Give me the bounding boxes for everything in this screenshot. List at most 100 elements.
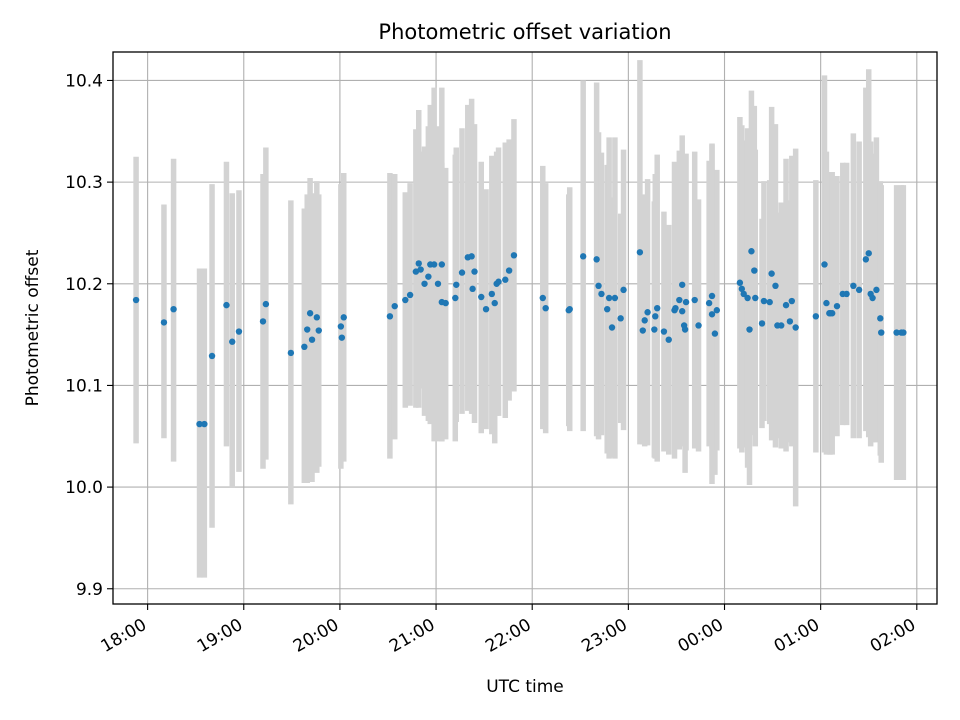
data-point <box>760 297 768 305</box>
plot-frame <box>112 51 938 605</box>
data-point <box>821 261 828 268</box>
data-point <box>786 318 794 325</box>
data-point <box>468 253 475 260</box>
data-point <box>877 315 884 322</box>
data-point <box>611 294 619 302</box>
data-point <box>711 330 719 337</box>
data-point <box>713 307 721 314</box>
data-point <box>301 343 308 351</box>
data-point <box>287 349 295 357</box>
data-point <box>386 313 394 320</box>
data-point <box>340 314 347 321</box>
data-point <box>893 329 900 336</box>
data-point <box>458 269 466 276</box>
data-point <box>617 315 624 322</box>
data-point <box>593 256 600 263</box>
data-point <box>605 294 613 302</box>
data-point <box>644 309 651 316</box>
data-point <box>259 318 267 325</box>
data-point <box>782 301 790 309</box>
data-point <box>412 268 420 275</box>
data-point <box>495 278 502 285</box>
data-point <box>469 285 476 293</box>
data-point <box>406 291 414 299</box>
data-point <box>482 305 490 313</box>
data-point <box>788 297 796 305</box>
data-point <box>471 268 478 275</box>
data-point <box>132 296 140 304</box>
data-point <box>862 256 870 263</box>
data-point <box>778 322 785 329</box>
data-point <box>438 261 446 268</box>
data-point <box>681 326 689 333</box>
data-point <box>201 420 208 428</box>
data-point <box>691 296 698 304</box>
data-point <box>604 305 611 313</box>
data-point <box>566 305 573 313</box>
data-point <box>223 301 230 309</box>
data-point <box>620 286 627 294</box>
grid-lines <box>113 52 937 604</box>
data-point <box>746 326 753 333</box>
data-point <box>823 299 830 307</box>
data-point <box>306 310 314 317</box>
data-point <box>695 322 702 329</box>
data-point <box>843 290 850 298</box>
y-tick-label: 10.2 <box>65 275 103 295</box>
data-point <box>812 313 820 320</box>
data-point <box>539 294 546 302</box>
data-point <box>758 320 766 327</box>
y-axis-ticks: 9.9 10.0 10.1 10.2 10.3 10.4 <box>65 71 113 600</box>
data-point <box>304 326 311 333</box>
data-point <box>639 327 646 334</box>
data-point <box>402 296 409 304</box>
data-point <box>208 352 216 360</box>
data-point <box>502 276 509 283</box>
data-point <box>595 282 602 290</box>
data-point <box>488 290 496 298</box>
data-point <box>579 253 587 260</box>
data-point <box>679 308 686 315</box>
data-point <box>768 270 775 277</box>
data-point <box>672 304 679 312</box>
data-point <box>415 260 422 267</box>
y-tick-label: 10.3 <box>65 173 103 193</box>
data-point <box>708 292 716 300</box>
data-point <box>865 250 872 257</box>
data-point <box>598 290 605 298</box>
data-point <box>873 286 880 294</box>
data-point <box>679 281 686 288</box>
data-point <box>878 329 885 336</box>
data-point <box>665 336 672 343</box>
data-point <box>505 267 513 274</box>
data-point <box>430 261 438 268</box>
data-point <box>452 294 459 302</box>
y-tick-label: 10.0 <box>65 478 103 498</box>
plot-area <box>113 52 937 604</box>
data-point <box>338 334 346 341</box>
data-point <box>708 311 716 318</box>
data-point <box>453 281 460 288</box>
data-point <box>608 324 616 331</box>
data-point <box>315 327 322 334</box>
data-point <box>855 286 863 294</box>
y-tick-label: 10.4 <box>65 71 103 91</box>
data-point <box>833 302 841 310</box>
data-point <box>736 279 744 286</box>
data-point <box>748 248 755 255</box>
data-points <box>132 248 907 428</box>
data-point <box>542 304 549 312</box>
data-point <box>740 290 747 298</box>
data-point <box>478 293 485 301</box>
data-point <box>442 299 449 307</box>
data-point <box>654 304 661 312</box>
data-point <box>313 314 321 321</box>
data-point <box>869 294 876 302</box>
data-point <box>229 338 236 345</box>
data-point <box>651 326 658 333</box>
data-point <box>772 282 779 290</box>
y-axis-label: Photometric offset <box>23 249 43 406</box>
data-point <box>262 300 270 308</box>
data-point <box>766 298 773 306</box>
